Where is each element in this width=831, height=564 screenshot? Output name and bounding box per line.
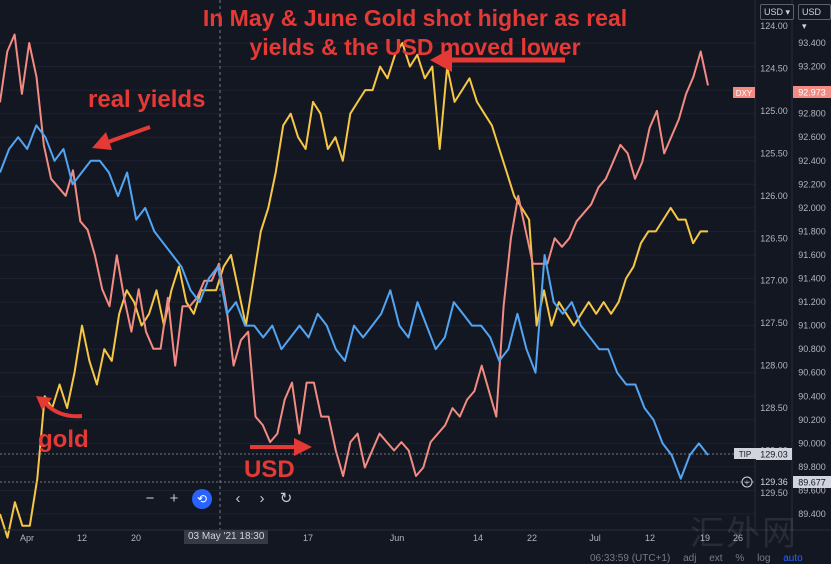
- series-line-real-yields: [0, 33, 709, 477]
- percent-toggle[interactable]: %: [735, 553, 745, 564]
- headline-line1: In May & June Gold shot higher as real: [202, 5, 628, 31]
- tip-axis-tick-label: 129.50: [760, 488, 788, 498]
- ext-toggle[interactable]: ext: [709, 553, 723, 564]
- dxy-axis-tick-label: 91.000: [798, 321, 826, 331]
- x-axis-tick-label: Jul: [589, 533, 601, 543]
- usd-annotation: USD: [244, 456, 295, 483]
- svg-text:129.03: 129.03: [760, 450, 788, 460]
- annotation-arrows: [36, 48, 565, 456]
- headline-line2: yields & the USD moved lower: [249, 34, 581, 60]
- left-axis-currency-select[interactable]: USD ▾: [760, 4, 795, 20]
- svg-text:DXY: DXY: [736, 89, 753, 98]
- svg-text:TIP: TIP: [739, 450, 751, 459]
- x-axis-tick-label: 12: [645, 533, 655, 543]
- dxy-axis-tick-label: 93.400: [798, 38, 826, 48]
- x-axis-tick-label: 14: [473, 533, 483, 543]
- add-alert-icon: [741, 476, 753, 488]
- dxy-axis-tick-label: 91.200: [798, 297, 826, 307]
- dxy-axis-tick-label: 90.800: [798, 344, 826, 354]
- tip-axis-tick-label: 125.00: [760, 106, 788, 116]
- tip-axis-tick-label: 124.50: [760, 63, 788, 73]
- dxy-axis-tick-label: 92.800: [798, 109, 826, 119]
- x-axis-tick-label: 20: [131, 533, 141, 543]
- dxy-axis-tick-label: 91.400: [798, 274, 826, 284]
- svg-text:+: +: [745, 478, 750, 487]
- tip-axis-tick-label: 127.00: [760, 276, 788, 286]
- tip-axis-tick-label: 125.50: [760, 148, 788, 158]
- reset-zoom-button[interactable]: ⟲: [192, 489, 212, 509]
- tip-axis-tick-label: 124.00: [760, 21, 788, 31]
- chevron-down-icon: ▾: [802, 21, 807, 31]
- chevron-down-icon: ▾: [785, 7, 791, 17]
- real-yields-arrowhead: [92, 132, 112, 150]
- x-axis[interactable]: Apr 12 20 17 Jun 14 22 Jul 12 19 26: [20, 533, 743, 543]
- status-bar: 06:33:59 (UTC+1) adj ext % log auto: [590, 553, 813, 564]
- dxy-axis-tick-label: 92.200: [798, 179, 826, 189]
- usd-arrowhead: [294, 438, 312, 456]
- series-layer: [0, 33, 709, 539]
- zoom-in-button[interactable]: +: [169, 490, 179, 507]
- status-time[interactable]: 06:33:59 (UTC+1): [590, 553, 671, 564]
- gold-arrow: [44, 402, 83, 419]
- zoom-out-button[interactable]: −: [145, 490, 155, 507]
- dxy-axis-tick-label: 90.200: [798, 415, 826, 425]
- right-axis-currency-select[interactable]: USD ▾: [798, 4, 831, 31]
- gold-arrowhead: [36, 396, 52, 410]
- left-axis-currency-label: USD: [764, 7, 784, 17]
- tip-current-tag: TIP 129.03: [734, 448, 792, 460]
- headline-annotation: In May & June Gold shot higher as real y…: [150, 4, 680, 62]
- log-toggle[interactable]: log: [757, 553, 771, 564]
- dxy-axis-tick-label: 90.000: [798, 438, 826, 448]
- x-axis-tick-label: 17: [303, 533, 313, 543]
- tip-axis-tick-label: 128.00: [760, 361, 788, 371]
- series-line-gold: [0, 42, 708, 539]
- dxy-axis-tick-label: 91.800: [798, 226, 826, 236]
- x-axis-tick-label: 22: [527, 533, 537, 543]
- series-line-usd: [0, 124, 709, 480]
- tip-axis-tick-label: 128.50: [760, 403, 788, 413]
- dxy-axis-tick-label: 90.400: [798, 391, 826, 401]
- scroll-back-button[interactable]: ‹: [235, 490, 241, 507]
- real-yields-arrow: [107, 125, 151, 144]
- dxy-axis-tick-label: 90.600: [798, 368, 826, 378]
- tip-axis[interactable]: 124.00 124.50 125.00 125.50 126.00 126.50 127.…: [760, 21, 788, 498]
- auto-toggle[interactable]: auto: [783, 553, 803, 564]
- svg-text:129.36: 129.36: [760, 477, 788, 487]
- chart-navigation-toolbar: − + ⟲ ‹ › ↻: [138, 487, 298, 511]
- adj-toggle[interactable]: adj: [683, 553, 697, 564]
- svg-text:92.973: 92.973: [798, 88, 826, 98]
- dxy-axis-tick-label: 89.600: [798, 485, 826, 495]
- dxy-axis-tick-label: 92.600: [798, 132, 826, 142]
- tip-axis-tick-label: 127.50: [760, 318, 788, 328]
- x-axis-tick-label: Jun: [390, 533, 405, 543]
- gold-annotation: gold: [38, 426, 89, 453]
- dxy-current-tag: DXY 92.973: [733, 86, 831, 98]
- dxy-axis-tick-label: 92.000: [798, 203, 826, 213]
- secondary-tags: + 129.36 89.677: [741, 476, 831, 488]
- dxy-axis-tick-label: 93.200: [798, 62, 826, 72]
- dxy-axis-tick-label: 91.600: [798, 250, 826, 260]
- x-axis-tick-label: 26: [733, 533, 743, 543]
- tip-axis-tick-label: 126.50: [760, 233, 788, 243]
- x-axis-tick-label: Apr: [20, 533, 34, 543]
- svg-text:89.677: 89.677: [798, 478, 826, 488]
- watermark: 汇外网: [690, 514, 798, 554]
- tip-axis-tick-label: 126.00: [760, 191, 788, 201]
- dxy-axis-tick-label: 89.400: [798, 509, 826, 519]
- dxy-axis-tick-label: 92.400: [798, 156, 826, 166]
- reset-chart-button[interactable]: ↻: [279, 490, 293, 507]
- x-axis-tick-label: 12: [77, 533, 87, 543]
- real-yields-annotation: real yields: [88, 86, 206, 113]
- dxy-axis-tick-label: 89.800: [798, 462, 826, 472]
- right-axis-currency-label: USD: [802, 7, 822, 17]
- dxy-axis[interactable]: 93.40093.20093.00092.80092.60092.40092.2…: [798, 38, 826, 519]
- crosshair-date-label: 03 May '21 18:30: [184, 530, 269, 544]
- x-axis-tick-label: 19: [700, 533, 710, 543]
- headline-arrowhead: [430, 48, 452, 72]
- scroll-forward-button[interactable]: ›: [259, 490, 265, 507]
